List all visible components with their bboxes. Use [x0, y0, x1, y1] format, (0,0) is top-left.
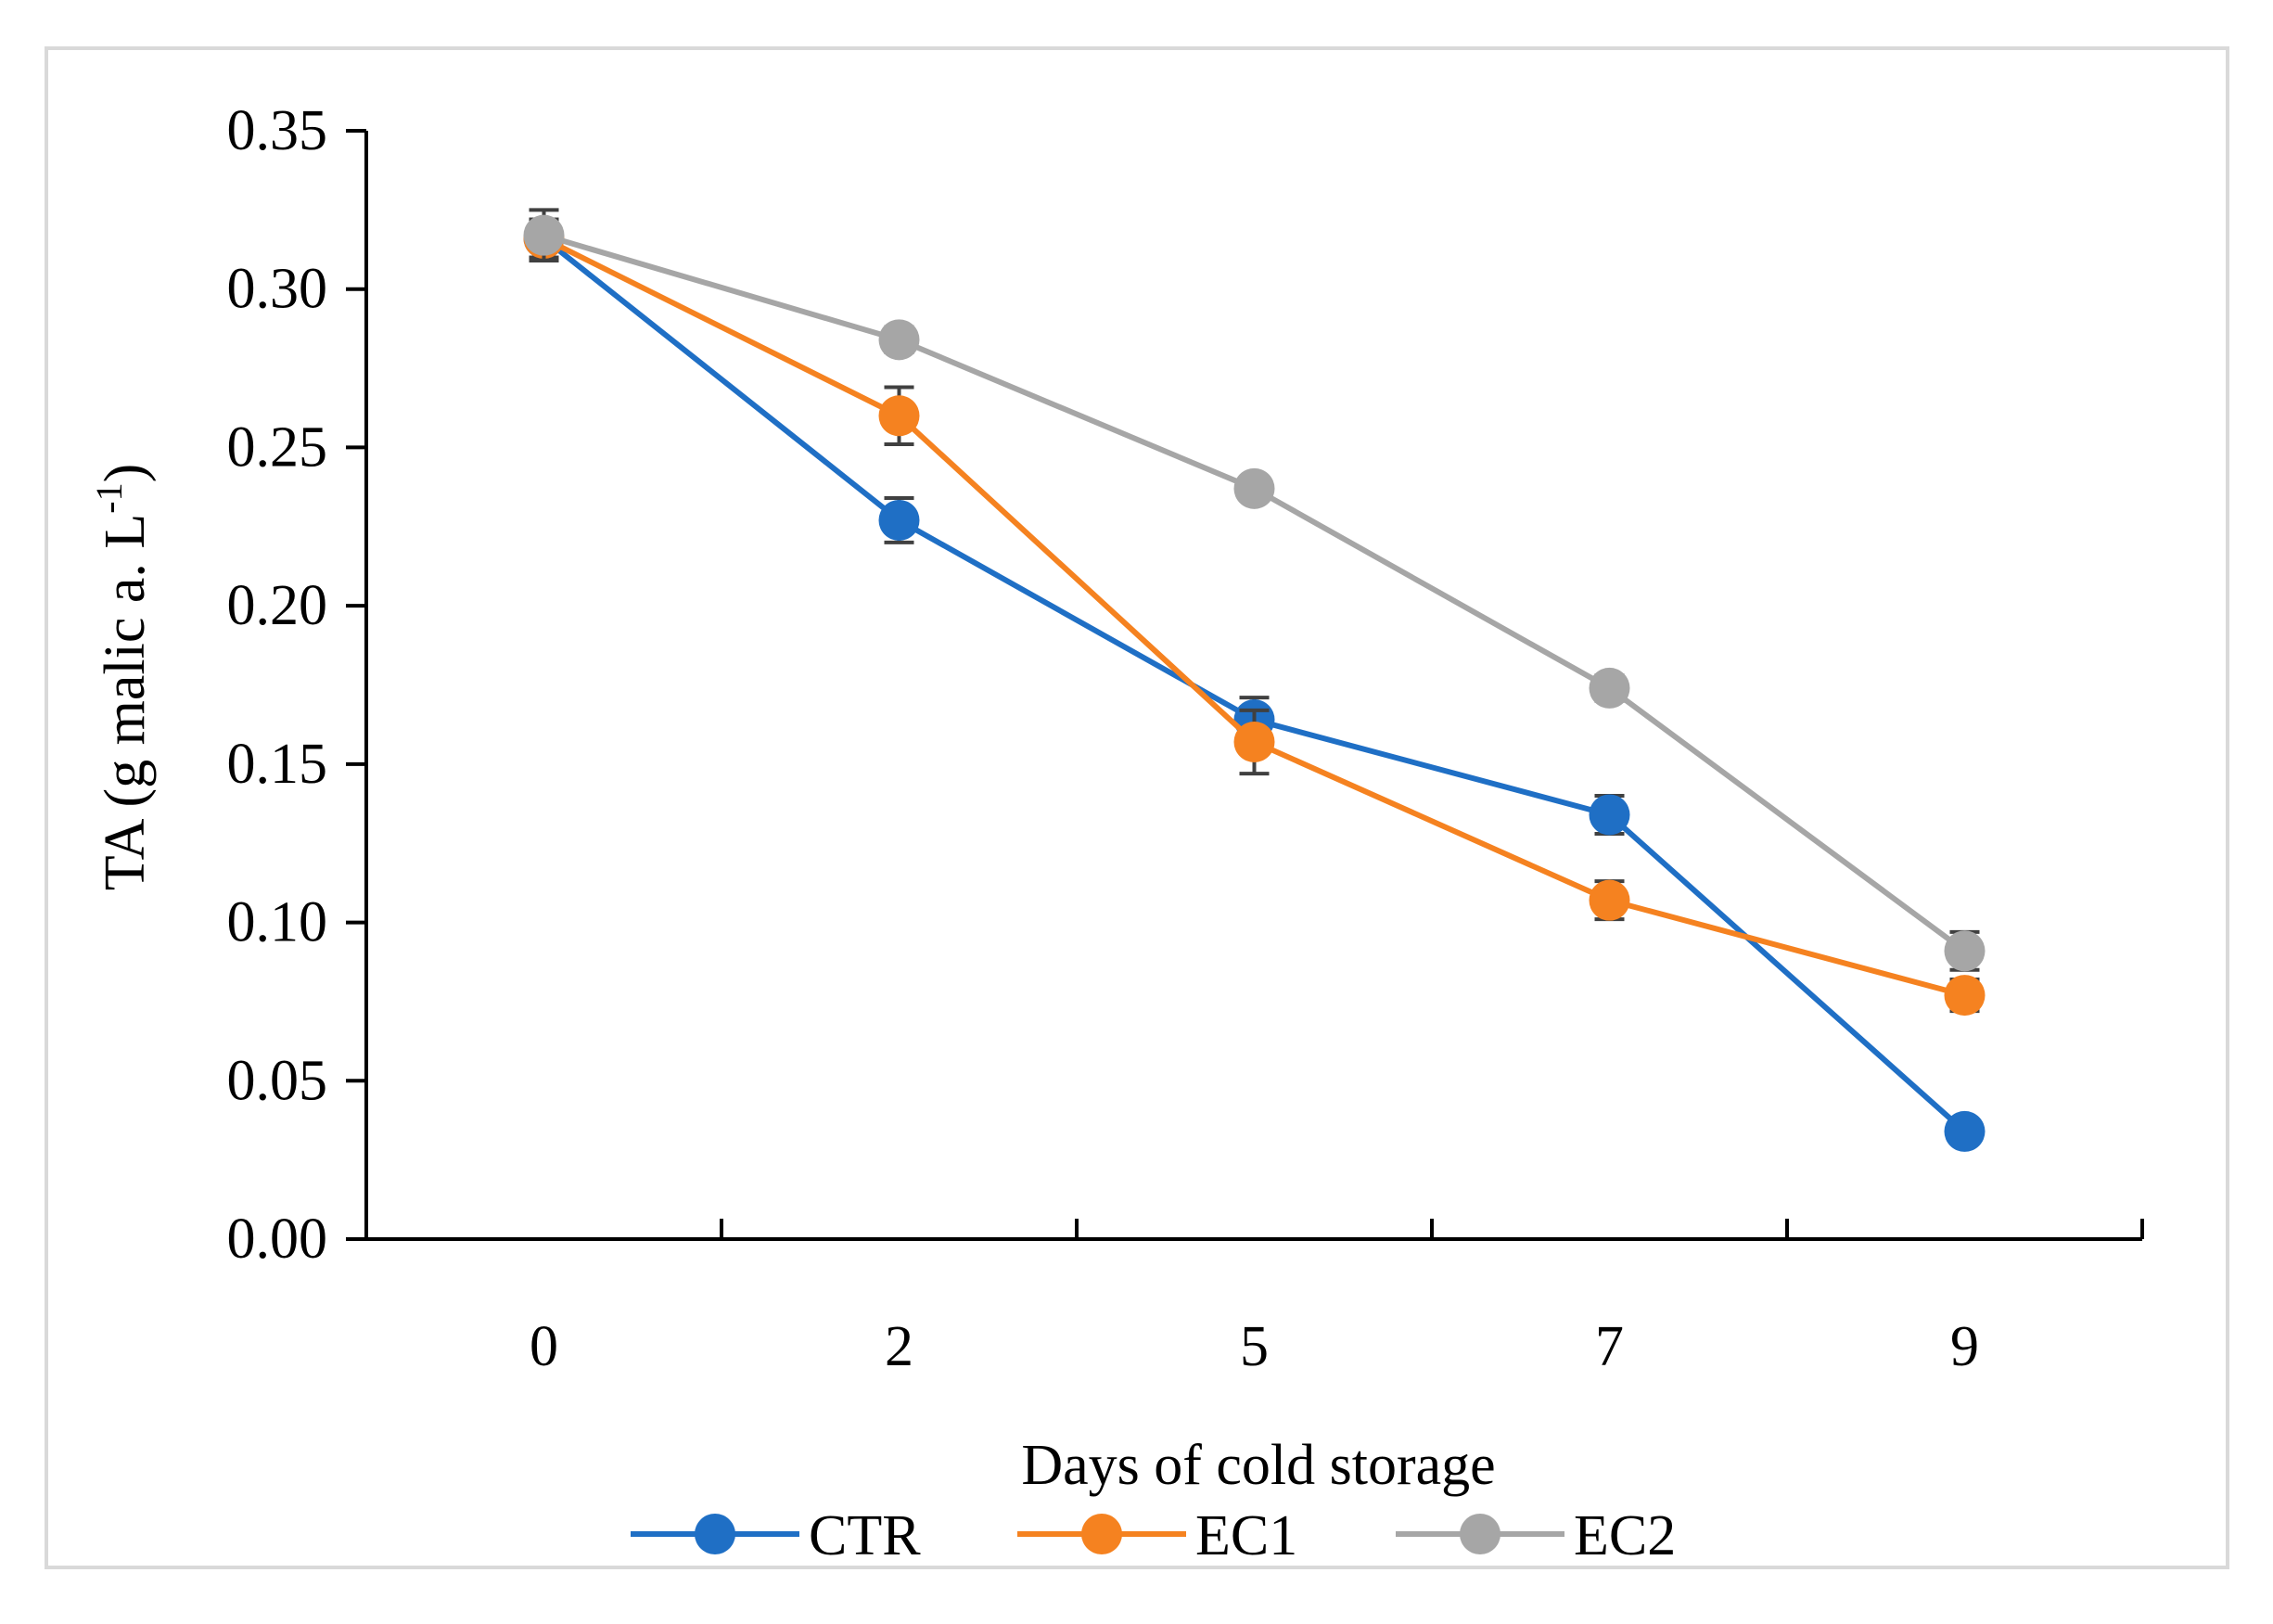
y-tick-label: 0.10	[227, 891, 328, 954]
data-point-ctr	[1589, 794, 1630, 836]
x-axis-title: Days of cold storage	[1021, 1434, 1495, 1497]
chart-frame	[45, 46, 2229, 1569]
legend-item-ec2: EC2	[1396, 1504, 1676, 1567]
series-ec2	[523, 208, 1986, 972]
series-line-ec1	[543, 236, 1966, 998]
x-tick-label: 2	[885, 1315, 913, 1378]
data-point-ec2	[1233, 467, 1275, 509]
series-ctr	[523, 217, 1986, 1152]
series-group	[523, 208, 1986, 1152]
data-point-ec2	[523, 214, 565, 256]
y-tick-label: 0.15	[227, 733, 328, 796]
data-point-ctr	[878, 499, 920, 541]
legend-label-ec1: EC1	[1195, 1504, 1297, 1567]
x-tick-label: 5	[1240, 1315, 1269, 1378]
legend-marker-ec1	[1081, 1514, 1122, 1554]
data-point-ec1	[878, 395, 920, 437]
x-tick-label: 9	[1950, 1315, 1979, 1378]
legend-item-ec1: EC1	[1017, 1504, 1297, 1567]
legend-item-ctr: CTR	[631, 1504, 921, 1567]
data-point-ec2	[878, 319, 920, 361]
data-point-ec1	[1589, 879, 1630, 921]
data-point-ec1	[1233, 721, 1275, 762]
x-tick-label: 7	[1595, 1315, 1624, 1378]
y-tick-label: 0.00	[227, 1208, 328, 1271]
data-point-ec1	[1944, 975, 1986, 1017]
series-ec1	[523, 217, 1986, 1017]
y-axis-title: TA (g malic a. L-1)	[88, 464, 157, 891]
y-tick-labels: 0.00 0.05 0.10 0.15 0.20 0.25 0.30 0.35	[227, 99, 328, 1271]
legend-label-ctr: CTR	[809, 1504, 921, 1567]
y-tick-label: 0.25	[227, 416, 328, 479]
y-axis-title-close: )	[94, 464, 157, 483]
legend: CTR EC1 EC2	[631, 1504, 1676, 1567]
y-axis-title-main: TA (g malic a. L	[94, 514, 157, 891]
legend-marker-ec2	[1460, 1514, 1500, 1554]
data-point-ec2	[1589, 667, 1630, 709]
axes	[346, 129, 2144, 1241]
x-tick-label: 0	[530, 1315, 558, 1378]
y-tick-label: 0.20	[227, 574, 328, 637]
x-tick-labels: 0 2 5 7 9	[530, 1315, 1979, 1378]
y-axis-title-superscript: -1	[88, 482, 130, 513]
series-line-ctr	[542, 236, 1967, 1134]
data-point-ec2	[1944, 930, 1986, 972]
legend-marker-ctr	[695, 1514, 735, 1554]
legend-label-ec2: EC2	[1574, 1504, 1676, 1567]
y-tick-label: 0.35	[227, 99, 328, 162]
y-tick-label: 0.30	[227, 258, 328, 321]
data-point-ctr	[1944, 1110, 1986, 1152]
y-tick-label: 0.05	[227, 1049, 328, 1112]
